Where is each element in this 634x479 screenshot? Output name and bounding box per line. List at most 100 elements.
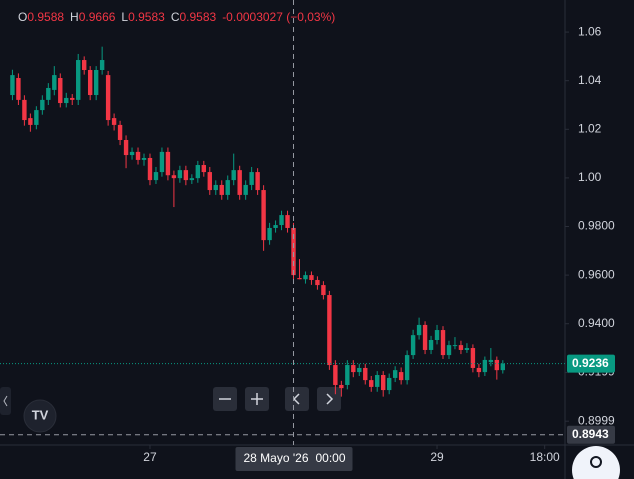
candle-body (243, 184, 248, 195)
candle-body (22, 99, 27, 121)
candle-body (219, 184, 224, 195)
candle-body (165, 151, 171, 176)
candle-body (267, 227, 272, 241)
candle-body (327, 295, 332, 366)
candle-body (273, 225, 278, 228)
left-toggle[interactable] (0, 387, 11, 415)
y-tick-label: 1.02 (578, 121, 602, 135)
candle-body (321, 285, 326, 296)
crosshair-date: 28 Mayo '26 (244, 451, 309, 465)
candle-body (111, 118, 117, 125)
last-price-box (567, 354, 615, 373)
y-tick-label: 0.9600 (578, 267, 615, 281)
zoom-in-button[interactable] (245, 387, 269, 411)
candle-body (147, 157, 153, 181)
ohlc-key: O (18, 10, 27, 24)
scroll-right-button[interactable] (317, 387, 341, 411)
crosshair-time: 00:00 (316, 451, 346, 465)
ohlc-key: L (121, 10, 128, 24)
candle-body (351, 365, 356, 373)
ohlc-value: 0.9588 (27, 10, 64, 24)
candle-body (410, 335, 416, 356)
candle-body (476, 367, 482, 373)
ohlc-value: 0.9583 (179, 10, 216, 24)
crosshair-price-box (567, 425, 615, 444)
candle-body (464, 348, 470, 350)
tradingview-logo[interactable]: TV (23, 399, 57, 433)
candle-body (16, 78, 21, 100)
candle-body (177, 170, 183, 179)
candle-body (375, 375, 380, 387)
candle-body (40, 99, 45, 111)
candle-body (64, 97, 69, 104)
scroll-left-button[interactable] (285, 387, 309, 411)
candle-body (195, 165, 201, 179)
candle-body (446, 345, 452, 356)
candle-body (255, 172, 260, 191)
candle-body (494, 359, 500, 371)
candle-body (141, 157, 147, 160)
candle-body (422, 324, 428, 350)
candle-body (28, 118, 33, 125)
candle-body (189, 178, 195, 181)
candle-body (482, 359, 488, 373)
candle-body (70, 97, 75, 100)
y-tick-label: 1.00 (578, 170, 602, 184)
y-tick-label: 1.06 (578, 24, 602, 38)
candle-body (458, 345, 464, 350)
ohlc-change: -0.0003027 (−0,03%) (222, 10, 335, 24)
y-tick-label: 0.9400 (578, 316, 615, 330)
candle-body (213, 184, 218, 191)
candle-body (225, 180, 230, 195)
candle-body (339, 384, 344, 389)
zoom-out-button[interactable] (213, 387, 237, 411)
candle-body (207, 172, 212, 191)
candle-body (87, 69, 93, 96)
x-tick-label: 29 (430, 450, 444, 464)
candle-body (398, 372, 404, 381)
crosshair-price-label: 0.8943 (572, 427, 609, 441)
candle-body (153, 172, 159, 181)
candle-body (117, 124, 123, 140)
candle-body (279, 215, 284, 226)
candle-body (488, 359, 494, 363)
ohlc-key: H (70, 10, 79, 24)
candle-body (159, 151, 165, 173)
candle-body (76, 60, 81, 100)
candle-body (297, 278, 302, 280)
candle-body (183, 170, 189, 181)
candle-body (123, 139, 129, 156)
candle-body (333, 365, 338, 385)
candle-body (363, 367, 368, 381)
candle-body (52, 75, 57, 90)
candle-body (171, 175, 177, 179)
ohlc-key: C (171, 10, 180, 24)
candle-body (303, 275, 308, 280)
candle-body (309, 275, 314, 280)
candle-body (440, 330, 446, 356)
candle-body (500, 363, 506, 371)
candle-body (386, 377, 392, 391)
x-tick-label: 27 (143, 450, 157, 464)
candle-body (285, 215, 290, 228)
candle-body (237, 170, 242, 195)
candle-body (105, 75, 111, 121)
y-tick-label: 0.8999 (578, 413, 615, 427)
ohlc-legend: O0.9588 H0.9666 L0.9583 C0.9583 -0.0003027 (… (18, 10, 335, 24)
candle-body (135, 151, 141, 160)
candle-body (249, 172, 254, 185)
candle-body (261, 190, 266, 241)
candle-body (34, 110, 39, 125)
svg-text:TV: TV (32, 407, 49, 422)
candle-body (452, 345, 458, 347)
ohlc-value: 0.9666 (79, 10, 116, 24)
candle-body (231, 170, 236, 181)
settings-button[interactable] (572, 446, 620, 479)
crosshair-time-box (235, 447, 353, 471)
candle-body (201, 165, 207, 173)
candle-body (345, 365, 350, 385)
candle-body (58, 78, 63, 104)
candle-body (357, 367, 362, 373)
x-tick-label: 18:00 (530, 450, 560, 464)
candle-body (315, 279, 320, 286)
